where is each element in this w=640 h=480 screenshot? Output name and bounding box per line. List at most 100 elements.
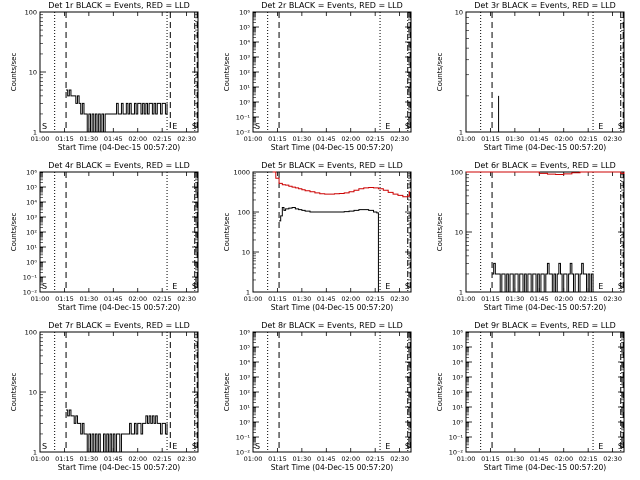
panel-det-5r: Det 5r BLACK = Events, RED = LLD 01:00 01:…: [223, 161, 412, 312]
panel-title: Det 2r BLACK = Events, RED = LLD: [261, 1, 403, 10]
y-tick-label: 10⁶: [452, 329, 463, 337]
y-axis-title: Counts/sec: [223, 53, 231, 92]
y-tick-label: 10²: [239, 389, 250, 397]
y-tick-label: 1000: [233, 169, 250, 177]
x-axis-title: Start Time (04-Dec-15 00:57:20): [271, 303, 393, 312]
marker-start: S: [255, 122, 260, 131]
marker-start: S: [42, 122, 47, 131]
y-axis-title: Counts/sec: [436, 53, 444, 92]
x-tick-label: 01:00: [244, 135, 263, 143]
y-tick-label: 10⁻¹: [236, 114, 251, 122]
panel-det-1r: Det 1r BLACK = Events, RED = LLD 01:00 01:…: [10, 1, 199, 152]
y-tick-label: 10⁵: [452, 344, 463, 352]
y-tick-label: 10⁶: [239, 9, 250, 17]
x-tick-label: 02:15: [366, 135, 385, 143]
x-tick-label: 02:15: [366, 455, 385, 463]
y-tick-label: 10³: [452, 374, 463, 382]
marker-start: S: [618, 442, 623, 451]
x-tick-label: 01:00: [457, 295, 476, 303]
y-tick-label: 10³: [239, 374, 250, 382]
y-tick-label: 10⁶: [26, 169, 37, 177]
plot-frame: [465, 11, 625, 133]
x-axis-title: Start Time (04-Dec-15 00:57:20): [271, 143, 393, 152]
y-tick-label: 10²: [452, 389, 463, 397]
y-tick-label: 100: [238, 209, 250, 217]
x-axis-title: Start Time (04-Dec-15 00:57:20): [484, 143, 606, 152]
panel-title: Det 5r BLACK = Events, RED = LLD: [261, 161, 403, 170]
x-tick-label: 01:45: [317, 295, 336, 303]
x-tick-label: 02:30: [177, 455, 196, 463]
y-tick-label: 10⁴: [452, 359, 463, 367]
plot-frame: [252, 11, 412, 133]
panel-det-9r: Det 9r BLACK = Events, RED = LLD 01:00 01:…: [436, 321, 625, 472]
x-tick-label: 02:15: [579, 455, 598, 463]
y-tick-label: 10⁻¹: [23, 274, 38, 282]
marker-start: S: [192, 282, 197, 291]
panel-det-2r: Det 2r BLACK = Events, RED = LLD 01:00 01:…: [223, 1, 412, 152]
y-tick-label: 10¹: [239, 404, 250, 412]
x-tick-label: 02:30: [390, 135, 409, 143]
y-tick-label: 10⁰: [26, 259, 37, 267]
y-tick-label: 10¹: [452, 404, 463, 412]
x-tick-label: 01:15: [55, 295, 74, 303]
x-tick-label: 01:30: [292, 455, 311, 463]
x-tick-label: 01:00: [244, 455, 263, 463]
series-events-line: [279, 206, 381, 293]
x-tick-label: 01:00: [244, 295, 263, 303]
y-tick-label: 10⁴: [239, 359, 250, 367]
marker-start: S: [255, 442, 260, 451]
x-tick-label: 02:00: [128, 455, 147, 463]
marker-start: S: [405, 282, 410, 291]
x-tick-label: 01:15: [481, 455, 500, 463]
y-tick-label: 1: [459, 129, 463, 137]
x-tick-label: 01:30: [292, 135, 311, 143]
y-tick-label: 10⁻²: [23, 289, 38, 297]
marker-end: E: [172, 442, 177, 451]
panel-title: Det 4r BLACK = Events, RED = LLD: [48, 161, 190, 170]
y-tick-label: 10: [455, 229, 463, 237]
y-tick-label: 10: [29, 69, 37, 77]
marker-start: S: [42, 442, 47, 451]
marker-start: S: [618, 282, 623, 291]
plot-frame: [465, 331, 625, 453]
plot-frame: [252, 171, 412, 293]
y-tick-label: 10³: [239, 54, 250, 62]
panel-title: Det 1r BLACK = Events, RED = LLD: [48, 1, 190, 10]
x-tick-label: 02:30: [177, 135, 196, 143]
x-tick-label: 01:45: [530, 295, 549, 303]
x-tick-label: 01:30: [505, 455, 524, 463]
x-tick-label: 01:45: [317, 135, 336, 143]
y-tick-label: 10¹: [26, 244, 37, 252]
y-tick-label: 10⁵: [26, 184, 37, 192]
marker-start: S: [618, 122, 623, 131]
x-tick-label: 02:00: [554, 455, 573, 463]
x-tick-label: 01:45: [104, 455, 123, 463]
y-tick-label: 10: [455, 9, 463, 17]
series-events-line: [66, 89, 168, 133]
x-tick-label: 02:15: [579, 295, 598, 303]
x-tick-label: 01:15: [481, 135, 500, 143]
y-tick-label: 10⁴: [26, 199, 37, 207]
x-tick-label: 02:15: [366, 295, 385, 303]
x-tick-label: 01:00: [31, 295, 50, 303]
y-tick-label: 10⁻²: [449, 449, 464, 457]
x-axis-title: Start Time (04-Dec-15 00:57:20): [484, 463, 606, 472]
x-axis-title: Start Time (04-Dec-15 00:57:20): [58, 143, 180, 152]
series-events-line: [66, 409, 168, 453]
x-tick-label: 02:30: [603, 135, 622, 143]
x-tick-label: 01:45: [530, 135, 549, 143]
x-tick-label: 01:15: [268, 135, 287, 143]
marker-start: S: [42, 282, 47, 291]
marker-start: S: [192, 442, 197, 451]
x-tick-label: 01:45: [530, 455, 549, 463]
y-tick-label: 10⁵: [239, 344, 250, 352]
marker-end: E: [385, 282, 390, 291]
series-lld-line: [466, 171, 625, 175]
y-tick-label: 1: [246, 289, 250, 297]
panel-det-3r: Det 3r BLACK = Events, RED = LLD 01:00 01:…: [436, 1, 625, 152]
x-tick-label: 02:00: [128, 295, 147, 303]
x-tick-label: 01:00: [457, 455, 476, 463]
x-axis-title: Start Time (04-Dec-15 00:57:20): [271, 463, 393, 472]
marker-start: S: [405, 122, 410, 131]
